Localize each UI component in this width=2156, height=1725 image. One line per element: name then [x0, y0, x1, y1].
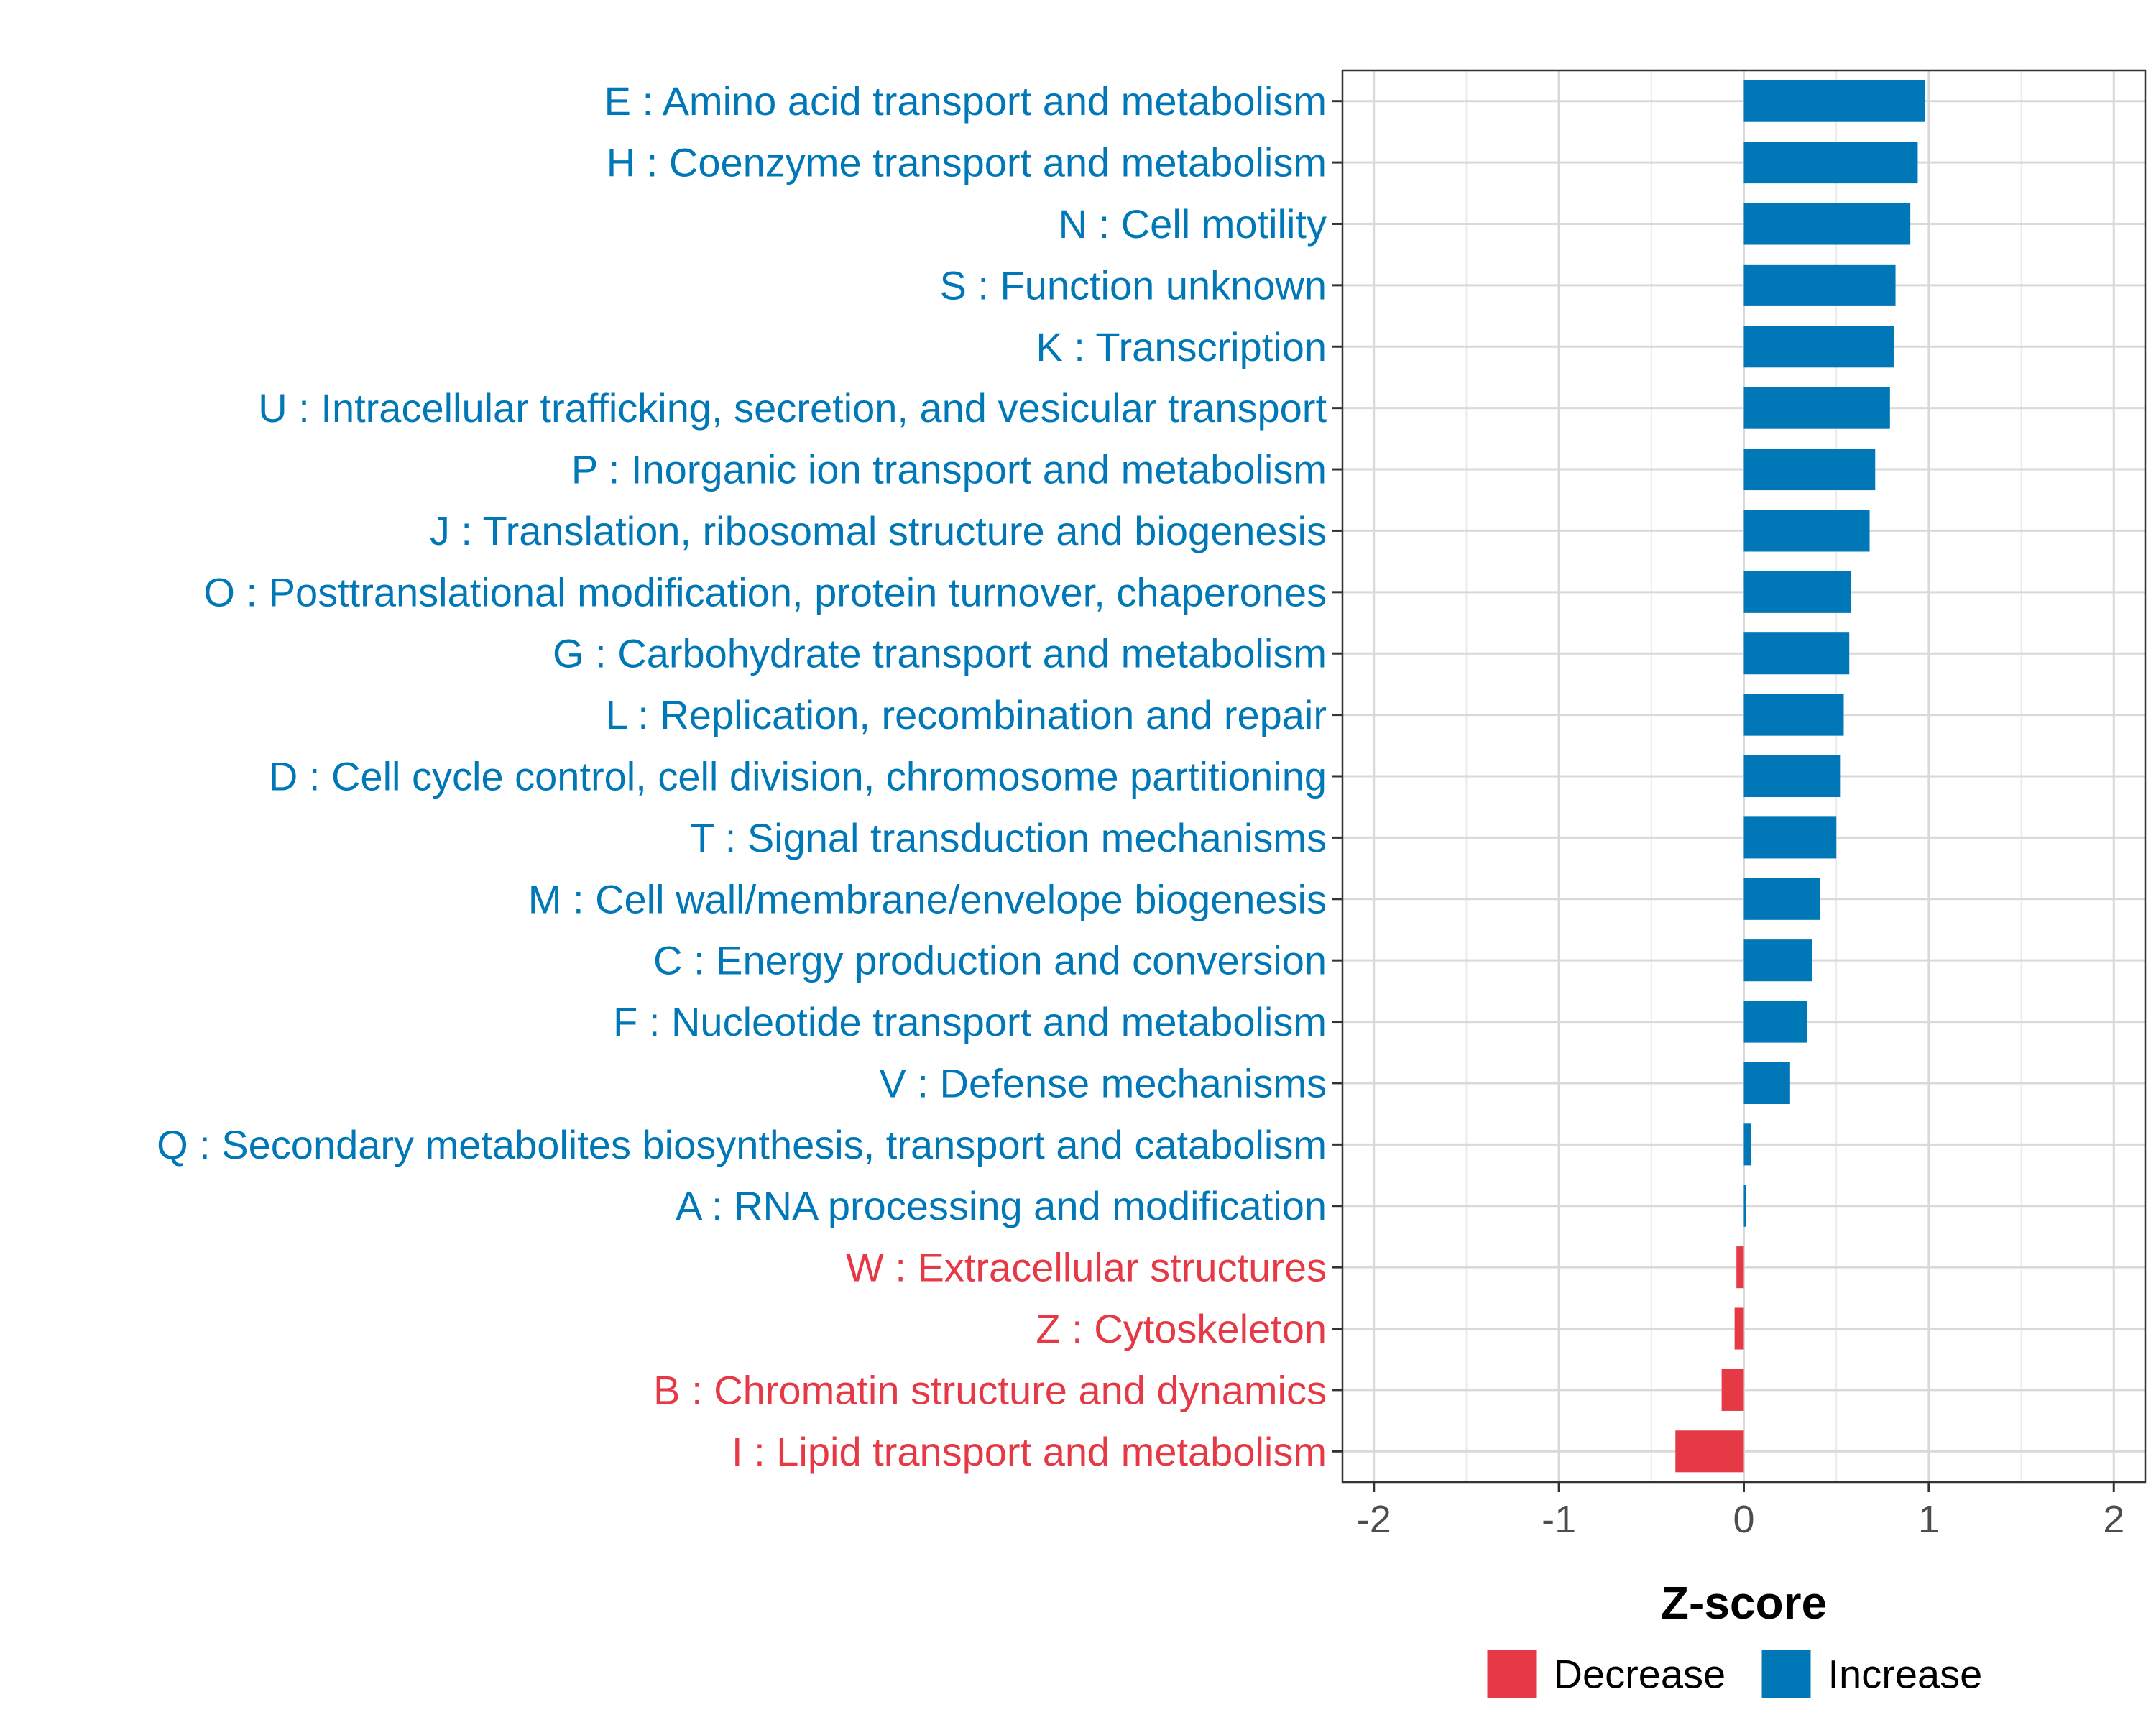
bar	[1743, 1123, 1751, 1166]
category-label: M : Cell wall/membrane/envelope biogenes…	[528, 876, 1327, 921]
bar	[1743, 878, 1820, 920]
category-label: A : RNA processing and modification	[676, 1183, 1327, 1228]
category-label: Z : Cytoskeleton	[1036, 1306, 1327, 1351]
bar	[1743, 571, 1851, 613]
bar	[1675, 1430, 1744, 1473]
category-label: Q : Secondary metabolites biosynthesis, …	[157, 1122, 1327, 1167]
category-label: G : Carbohydrate transport and metabolis…	[553, 631, 1327, 676]
category-label: T : Signal transduction mechanisms	[690, 815, 1327, 860]
category-label: I : Lipid transport and metabolism	[732, 1429, 1327, 1474]
category-label: B : Chromatin structure and dynamics	[653, 1367, 1327, 1412]
bar	[1743, 632, 1850, 675]
y-axis: E : Amino acid transport and metabolism H…	[157, 78, 1342, 1474]
bar	[1721, 1368, 1744, 1411]
category-label: U : Intracellular trafficking, secretion…	[258, 385, 1327, 431]
bar	[1743, 387, 1890, 429]
bar	[1743, 264, 1896, 306]
legend-label-increase: Increase	[1828, 1652, 1983, 1697]
legend-label-decrease: Decrease	[1554, 1652, 1726, 1697]
category-label: N : Cell motility	[1059, 201, 1327, 247]
bar	[1743, 939, 1812, 982]
category-label: H : Coenzyme transport and metabolism	[607, 140, 1327, 185]
bar	[1736, 1246, 1744, 1289]
x-axis-title: Z-score	[1661, 1577, 1827, 1629]
bar	[1743, 203, 1911, 245]
x-axis: -2 -1 0 1 2	[1357, 1482, 2124, 1541]
bar	[1734, 1307, 1744, 1350]
category-label: S : Function unknown	[939, 262, 1327, 308]
category-label: W : Extracellular structures	[846, 1245, 1327, 1290]
x-tick-label: -1	[1542, 1498, 1576, 1541]
bar	[1743, 80, 1925, 122]
legend: Decrease Increase	[1487, 1650, 1983, 1698]
bar	[1743, 448, 1876, 491]
bar	[1743, 816, 1837, 859]
bar	[1743, 142, 1918, 184]
bars-layer	[1675, 80, 1925, 1473]
category-label: L : Replication, recombination and repai…	[606, 692, 1327, 737]
bar	[1743, 755, 1841, 798]
category-label: O : Posttranslational modification, prot…	[203, 569, 1327, 615]
category-label: K : Transcription	[1036, 324, 1327, 369]
category-label: P : Inorganic ion transport and metaboli…	[571, 447, 1327, 492]
category-label: C : Energy production and conversion	[653, 938, 1327, 983]
bar	[1743, 510, 1870, 552]
x-tick-label: 0	[1733, 1498, 1754, 1541]
category-label: J : Translation, ribosomal structure and…	[430, 508, 1327, 553]
bar	[1743, 1184, 1746, 1227]
category-label: E : Amino acid transport and metabolism	[604, 78, 1327, 124]
category-label: D : Cell cycle control, cell division, c…	[269, 754, 1327, 799]
legend-key-decrease	[1487, 1650, 1537, 1698]
x-tick-label: -2	[1357, 1498, 1391, 1541]
bar	[1743, 694, 1844, 736]
x-tick-label: 2	[2103, 1498, 2124, 1541]
legend-key-increase	[1761, 1650, 1811, 1698]
category-label: V : Defense mechanisms	[880, 1060, 1327, 1105]
bar	[1743, 326, 1894, 368]
bar	[1743, 1062, 1790, 1104]
bar	[1743, 1000, 1807, 1043]
category-label: F : Nucleotide transport and metabolism	[613, 999, 1327, 1044]
x-tick-label: 1	[1918, 1498, 1940, 1541]
